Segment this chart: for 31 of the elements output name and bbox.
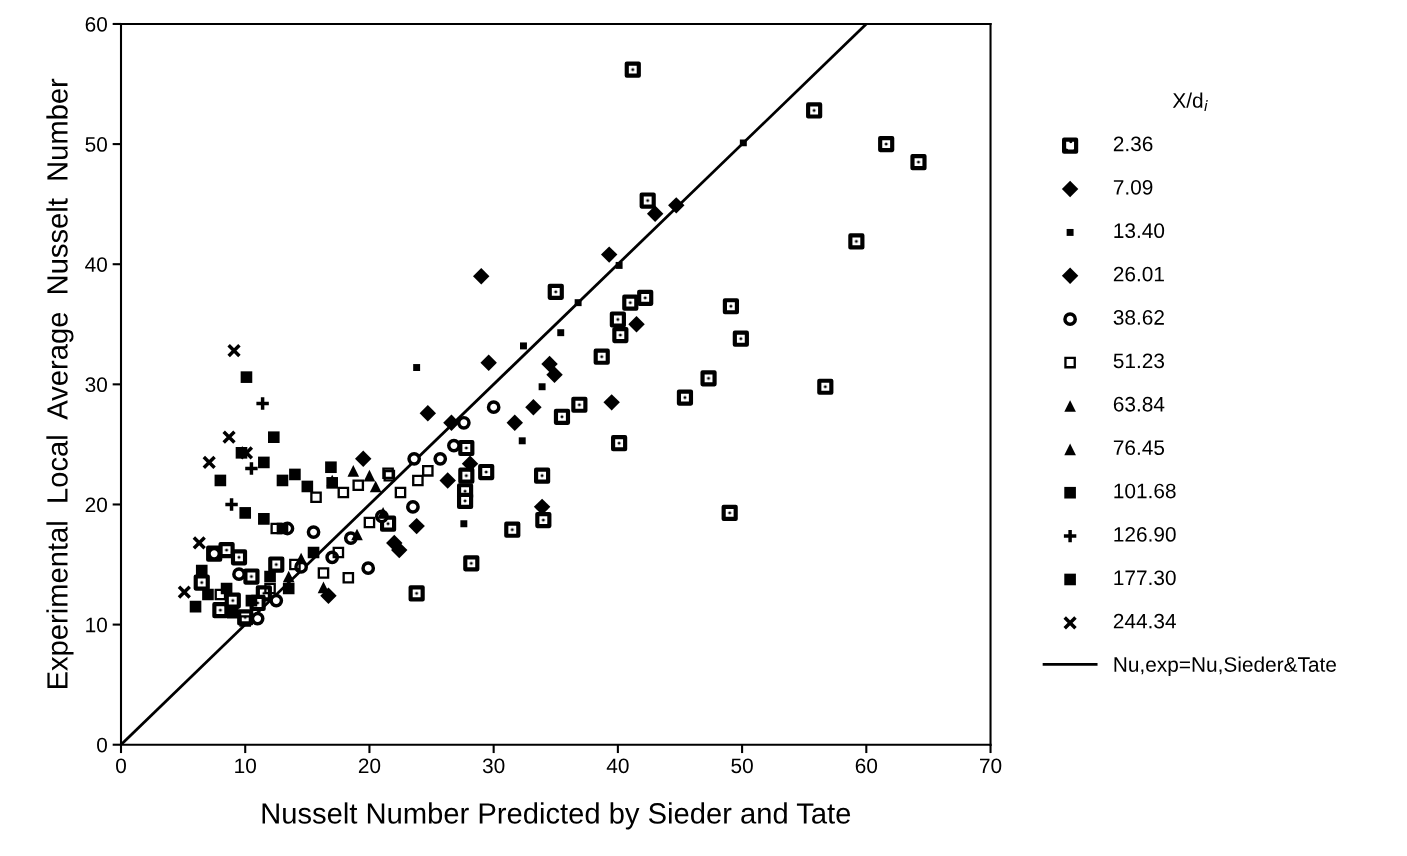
legend-label: 2.36 <box>1113 136 1153 152</box>
legend-label: 244.34 <box>1113 613 1176 629</box>
x-tick-label: 40 <box>606 758 629 774</box>
legend-label: 38.62 <box>1113 310 1164 325</box>
y-tick-label: 20 <box>85 497 107 513</box>
y-axis-title: Experimental Local Average Nusselt Number <box>46 78 74 689</box>
legend-label: 7.09 <box>1113 179 1153 195</box>
x-tick-label: 30 <box>482 758 505 774</box>
y-tick-label: 30 <box>85 377 107 393</box>
x-tick-label: 20 <box>358 758 381 774</box>
legend-label: 76.45 <box>1113 440 1165 455</box>
y-tick-label: 10 <box>86 617 107 633</box>
legend-label: Nu,exp=Nu,Sieder&Tate <box>1114 656 1336 677</box>
y-tick-label: 0 <box>97 737 107 753</box>
x-tick-label: 10 <box>235 758 256 774</box>
legend-title: X/d$_{i}$ <box>1172 92 1208 112</box>
x-tick-label: 60 <box>855 758 878 774</box>
legend-label: 126.90 <box>1114 527 1176 542</box>
legend-label: 13.40 <box>1114 223 1165 239</box>
legend-label: 51.23 <box>1113 353 1165 369</box>
y-tick-label: 40 <box>85 257 107 272</box>
legend-label: 63.84 <box>1113 396 1165 412</box>
x-tick-label: 0 <box>116 758 126 774</box>
x-tick-label: 70 <box>980 758 1002 774</box>
y-tick-label: 60 <box>85 16 107 32</box>
legend-label: 101.68 <box>1114 483 1176 499</box>
x-tick-label: 50 <box>731 758 753 774</box>
x-axis-title: Nusselt Number Predicted by Sieder and Tate <box>262 802 851 830</box>
legend-label: 26.01 <box>1113 266 1164 282</box>
legend-label: 177.30 <box>1114 570 1176 586</box>
y-tick-label: 50 <box>85 137 107 152</box>
